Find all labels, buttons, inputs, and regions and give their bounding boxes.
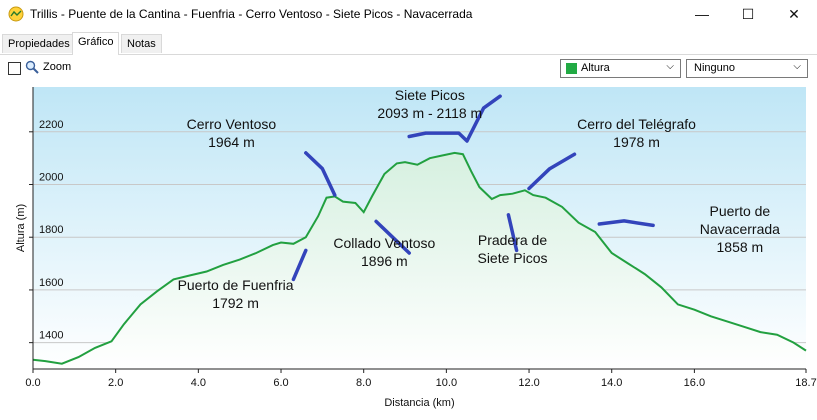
marker-stroke [291, 248, 308, 282]
annotation-line: Puerto de Fuenfria [178, 277, 294, 293]
annotation-labels: Siete Picos 2093 m - 2118 m Cerro Ventoso 1… [178, 87, 781, 311]
series-color-swatch [566, 63, 577, 74]
annotation-label: Puerto de Fuenfria 1792 m [178, 277, 294, 311]
marker-stroke [597, 219, 655, 228]
y-tick-label: 2000 [39, 172, 63, 184]
y-tick-label: 2200 [39, 119, 63, 131]
marker-stroke [527, 152, 577, 191]
close-button[interactable]: ✕ [788, 5, 800, 22]
chevron-down-icon: ⌵ [666, 61, 674, 72]
annotation-line: Cerro del Telégrafo [577, 116, 696, 132]
annotation-label: Puerto de Navacerrada 1858 m [700, 203, 780, 255]
x-tick-label: 18.7 [795, 377, 816, 389]
tab-notas[interactable]: Notas [121, 34, 162, 53]
annotation-label: Collado Ventoso 1896 m [333, 235, 435, 269]
elevation-line [32, 151, 807, 365]
window-title: Trillis - Puente de la Cantina - Fuenfri… [30, 7, 473, 21]
x-tick-label: 16.0 [684, 377, 705, 389]
series-select-value: Altura [581, 62, 610, 74]
annotation-markers [291, 94, 655, 282]
chevron-down-icon: ⌵ [793, 61, 801, 72]
x-tick-label: 12.0 [518, 377, 539, 389]
magnifier-icon [25, 60, 39, 74]
x-axis-label: Distancia (km) [384, 397, 454, 409]
second-select-value: Ninguno [694, 62, 735, 74]
marker-stroke [304, 151, 337, 197]
zoom-checkbox[interactable] [8, 62, 21, 75]
x-tick-label: 8.0 [356, 377, 371, 389]
marker-stroke [506, 213, 519, 253]
x-tick-label: 2.0 [108, 377, 123, 389]
marker-stroke [374, 219, 411, 255]
minimize-button[interactable]: — [695, 6, 709, 22]
x-tick-label: 4.0 [191, 377, 206, 389]
annotation-label: Cerro del Telégrafo 1978 m [577, 116, 696, 150]
second-series-select[interactable]: Ninguno ⌵ [686, 59, 808, 78]
y-tick-label: 1400 [39, 330, 63, 342]
tab-grafico[interactable]: Gráfico [72, 32, 120, 55]
annotation-label: Siete Picos 2093 m - 2118 m [377, 87, 482, 121]
elevation-area [33, 152, 806, 369]
tab-propiedades[interactable]: Propiedades [2, 34, 76, 53]
x-tick-label: 10.0 [436, 377, 457, 389]
y-tick-label: 1600 [39, 277, 63, 289]
series-select[interactable]: Altura ⌵ [560, 59, 681, 78]
annotation-line: 1858 m [717, 239, 764, 255]
annotation-line: 1792 m [212, 295, 259, 311]
annotation-line: Cerro Ventoso [187, 116, 277, 132]
axes: 1400 1600 1800 2000 2200 0.0 2.0 4.0 6.0 8.0 10.0 1… [15, 87, 817, 409]
y-axis-label: Altura (m) [15, 204, 27, 252]
annotation-line: Puerto de [710, 203, 771, 219]
app-icon [8, 6, 24, 22]
annotation-line: 1978 m [613, 134, 660, 150]
x-tick-label: 0.0 [25, 377, 40, 389]
annotation-line: Navacerrada [700, 221, 780, 237]
x-tick-label: 6.0 [273, 377, 288, 389]
zoom-label: Zoom [43, 61, 72, 73]
annotation-label: Cerro Ventoso 1964 m [187, 116, 277, 150]
y-tick-label: 1800 [39, 224, 63, 236]
annotation-line: 2093 m - 2118 m [377, 105, 482, 121]
annotation-line: Collado Ventoso [333, 235, 435, 251]
maximize-button[interactable]: ☐ [741, 5, 755, 22]
annotation-label: Pradera de Siete Picos [477, 232, 547, 266]
tab-strip: Propiedades Gráfico Notas [0, 32, 817, 55]
annotation-line: 1964 m [208, 134, 255, 150]
annotation-line: Siete Picos [477, 250, 547, 266]
annotation-line: Pradera de [478, 232, 547, 248]
x-tick-label: 14.0 [601, 377, 622, 389]
title-bar: Trillis - Puente de la Cantina - Fuenfri… [0, 0, 817, 28]
annotation-line: 1896 m [361, 253, 408, 269]
marker-stroke [407, 94, 502, 143]
annotation-line: Siete Picos [395, 87, 465, 103]
